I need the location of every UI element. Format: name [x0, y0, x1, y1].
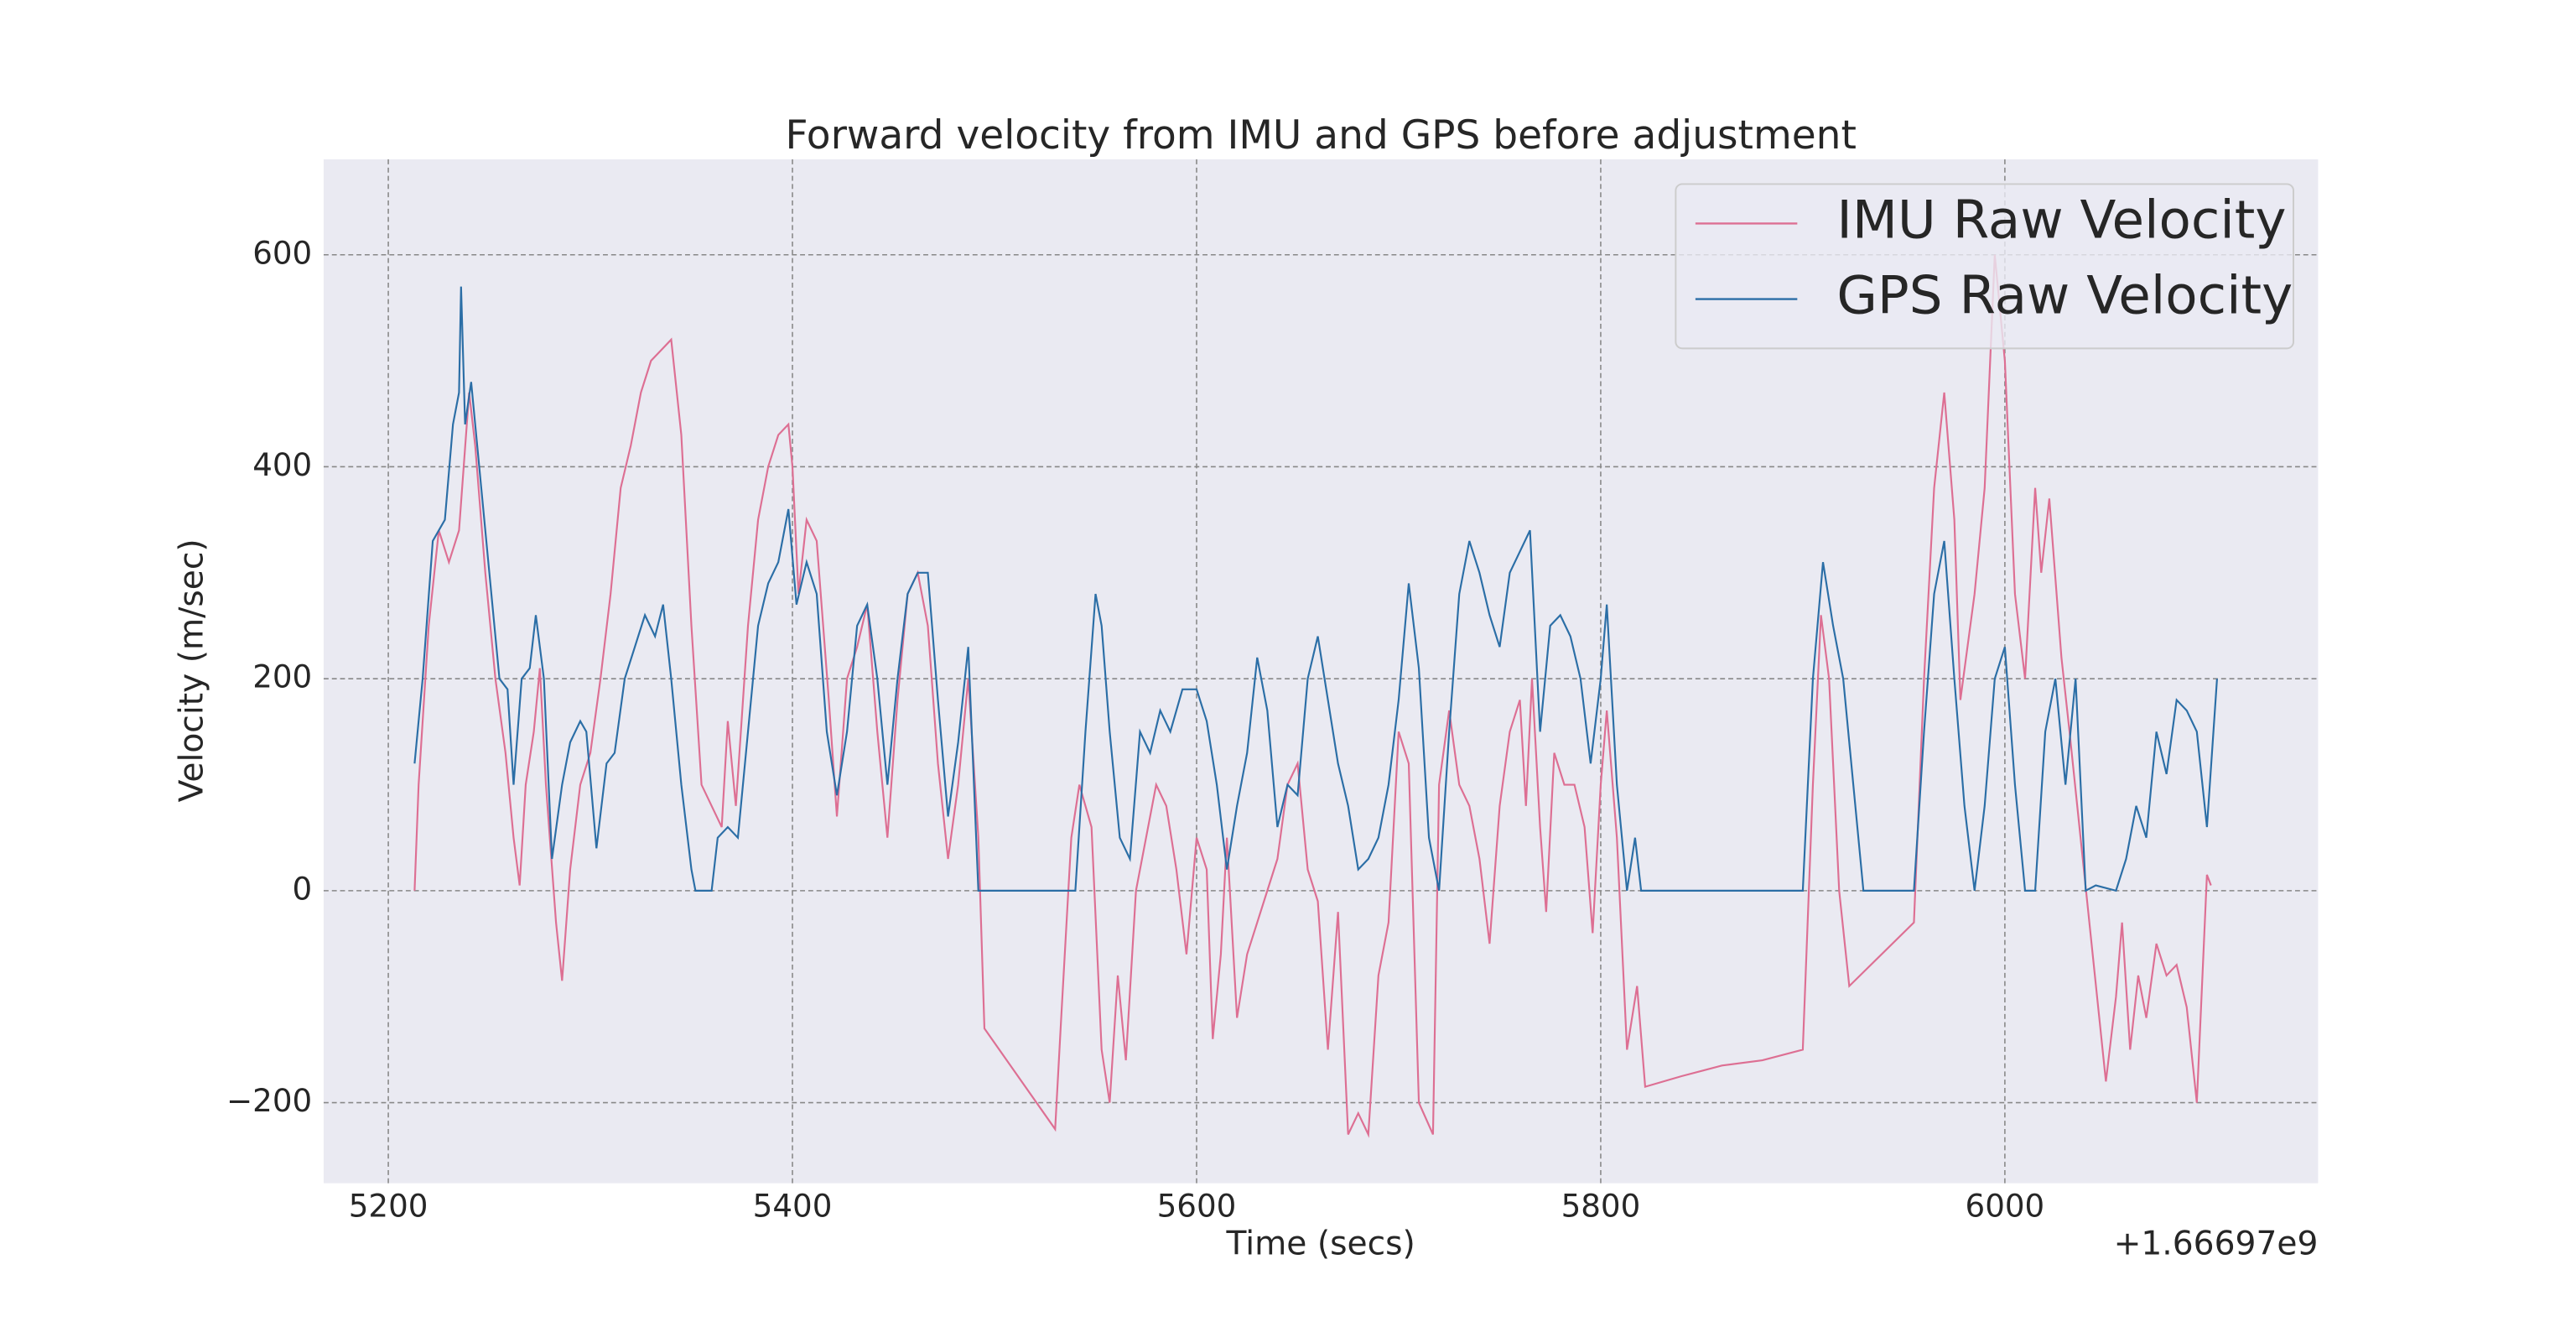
x-tick-label: 6000	[1966, 1188, 2045, 1225]
x-tick-label: 5800	[1561, 1188, 1641, 1225]
x-tick-label: 5200	[349, 1188, 428, 1225]
legend-box	[1675, 183, 2294, 350]
y-tick-label: 0	[293, 870, 313, 907]
line-series	[413, 254, 2212, 1138]
chart-title: Forward velocity from IMU and GPS before…	[785, 112, 1856, 159]
line-series	[413, 286, 2218, 892]
x-tick-label: 5400	[753, 1188, 833, 1225]
x-axis-label: Time (secs)	[1226, 1225, 1415, 1263]
x-offset-label: +1.66697e9	[2114, 1225, 2319, 1263]
x-tick-label: 5600	[1157, 1188, 1237, 1225]
y-tick-label: 400	[252, 446, 312, 483]
y-tick-label: 600	[252, 234, 312, 271]
legend-label: GPS Raw Velocity	[1836, 265, 2293, 326]
y-axis-label: Velocity (m/sec)	[174, 539, 211, 802]
y-tick-label: −200	[226, 1082, 312, 1119]
legend-label: IMU Raw Velocity	[1836, 190, 2286, 251]
y-tick-label: 200	[252, 658, 312, 695]
